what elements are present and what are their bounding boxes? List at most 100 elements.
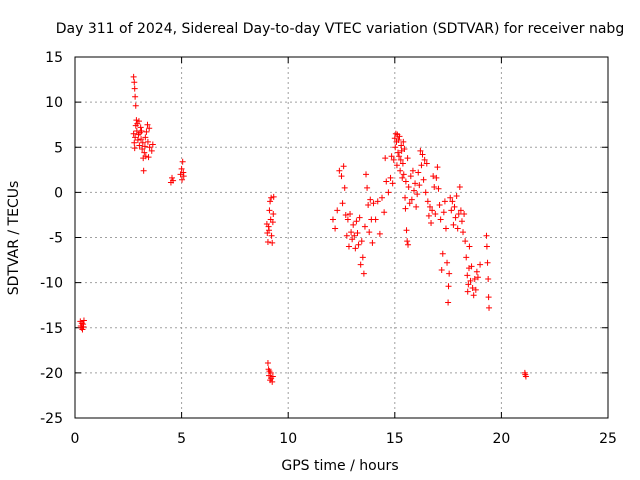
data-point: [415, 169, 422, 176]
data-point: [396, 153, 403, 160]
data-point: [269, 239, 276, 246]
data-point: [483, 243, 490, 250]
data-point: [422, 189, 429, 196]
data-point: [438, 266, 445, 273]
data-point: [392, 144, 399, 151]
data-point: [473, 268, 480, 275]
data-point: [457, 207, 464, 214]
data-point: [170, 177, 177, 184]
x-tick-label: 0: [71, 431, 80, 447]
data-point: [144, 121, 151, 128]
data-point: [131, 139, 138, 146]
data-point: [439, 250, 446, 257]
data-point: [135, 118, 142, 125]
data-point: [142, 134, 149, 141]
data-point: [419, 151, 426, 158]
data-point: [169, 174, 176, 181]
data-point: [341, 184, 348, 191]
data-point: [458, 218, 465, 225]
data-point: [361, 223, 368, 230]
data-point: [400, 138, 407, 145]
data-point: [463, 254, 470, 261]
data-point: [138, 128, 145, 135]
data-point: [270, 211, 277, 218]
data-point: [456, 183, 463, 190]
y-tick-label: 10: [45, 95, 63, 111]
plot-frame: [74, 56, 609, 419]
data-point: [445, 283, 452, 290]
data-point: [440, 209, 447, 216]
data-point: [329, 216, 336, 223]
data-point: [390, 156, 397, 163]
data-point: [360, 270, 367, 277]
data-point: [132, 102, 139, 109]
data-point: [143, 128, 150, 135]
data-point: [388, 153, 395, 160]
data-point: [421, 156, 428, 163]
data-point: [342, 211, 349, 218]
data-point: [409, 167, 416, 174]
data-point: [431, 183, 438, 190]
data-point: [366, 229, 373, 236]
data-point: [349, 236, 356, 243]
data-point: [469, 285, 476, 292]
data-point: [264, 359, 271, 366]
data-point: [134, 137, 141, 144]
data-point: [387, 174, 394, 181]
data-point: [442, 225, 449, 232]
data-point: [435, 185, 442, 192]
data-point: [365, 202, 372, 209]
data-point: [344, 216, 351, 223]
data-point: [454, 225, 461, 232]
data-point: [340, 163, 347, 170]
data-point: [268, 232, 275, 239]
data-point: [391, 135, 398, 142]
data-point: [179, 176, 186, 183]
data-point: [383, 178, 390, 185]
data-point: [483, 232, 490, 239]
data-point: [466, 243, 473, 250]
data-point: [432, 211, 439, 218]
data-point: [266, 207, 273, 214]
data-point: [485, 294, 492, 301]
data-point: [437, 216, 444, 223]
data-point: [450, 221, 457, 228]
data-point: [334, 207, 341, 214]
y-tick-label: -5: [49, 231, 63, 247]
data-point: [369, 239, 376, 246]
data-point: [354, 229, 361, 236]
y-tick-label: -25: [40, 411, 63, 427]
data-point: [395, 137, 402, 144]
data-point: [338, 173, 345, 180]
data-point: [397, 156, 404, 163]
data-point: [461, 211, 468, 218]
data-point: [464, 288, 471, 295]
data-point: [449, 198, 456, 205]
data-point: [445, 299, 452, 306]
data-point: [332, 225, 339, 232]
data-point: [420, 176, 427, 183]
data-point: [367, 196, 374, 203]
data-point: [348, 229, 355, 236]
data-point: [339, 200, 346, 207]
data-point: [370, 200, 377, 207]
data-point: [131, 85, 138, 92]
data-point: [132, 134, 139, 141]
data-point: [131, 79, 138, 86]
data-point: [399, 174, 406, 181]
data-point: [402, 194, 409, 201]
data-point: [486, 304, 493, 311]
data-point: [372, 216, 379, 223]
data-point: [425, 212, 432, 219]
y-tick-label: 0: [54, 185, 63, 201]
data-point: [444, 259, 451, 266]
data-point: [267, 369, 274, 376]
data-point: [404, 238, 411, 245]
data-point: [363, 171, 370, 178]
data-point: [130, 130, 137, 137]
data-point: [145, 154, 152, 161]
data-point: [398, 142, 405, 149]
data-point: [418, 162, 425, 169]
data-point: [132, 93, 139, 100]
